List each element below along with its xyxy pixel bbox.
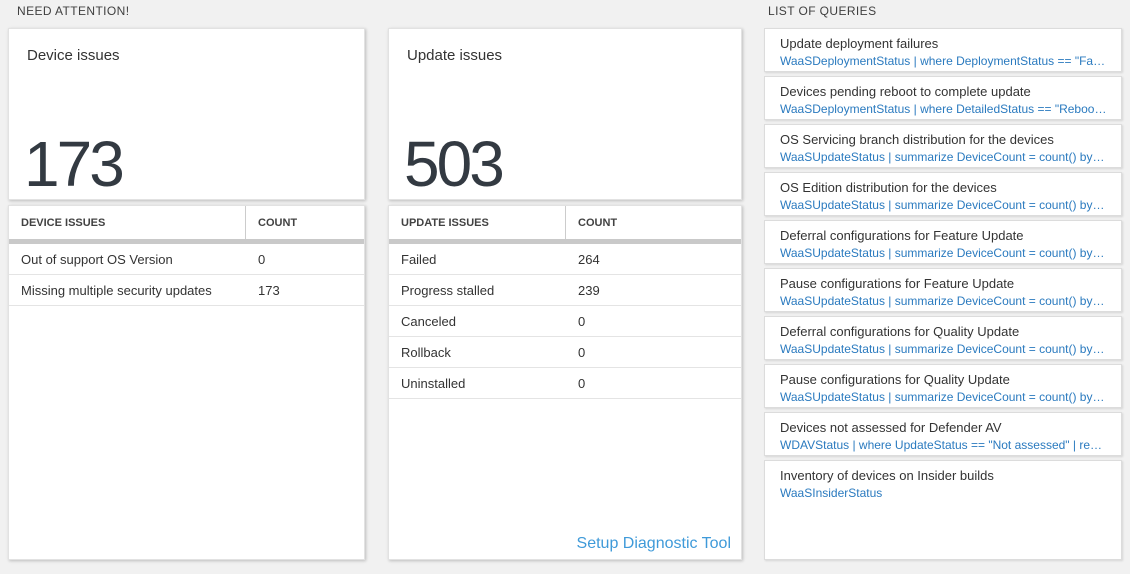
issue-name-cell: Rollback bbox=[401, 344, 451, 360]
update-issues-big-number: 503 bbox=[404, 128, 505, 200]
query-item[interactable]: OS Servicing branch distribution for the… bbox=[764, 124, 1122, 168]
query-item[interactable]: Deferral configurations for Feature Upda… bbox=[764, 220, 1122, 264]
device-issues-tile-title: Device issues bbox=[27, 47, 120, 64]
device-issues-table-header-row: DEVICE ISSUES COUNT bbox=[9, 206, 364, 239]
update-issues-tile[interactable]: Update issues 503 bbox=[388, 28, 742, 200]
query-title: Devices not assessed for Defender AV bbox=[780, 420, 1002, 435]
table-row[interactable]: Progress stalled 239 bbox=[389, 275, 741, 306]
issue-count-cell: 0 bbox=[578, 313, 586, 329]
query-code-link[interactable]: WaaSUpdateStatus | summarize DeviceCount… bbox=[780, 150, 1107, 164]
update-issues-column-header[interactable]: UPDATE ISSUES bbox=[389, 206, 566, 239]
query-item[interactable]: Devices pending reboot to complete updat… bbox=[764, 76, 1122, 120]
query-code-link[interactable]: WaaSInsiderStatus bbox=[780, 486, 883, 500]
need-attention-section-header: NEED ATTENTION! bbox=[17, 4, 130, 18]
issue-name-cell: Progress stalled bbox=[401, 282, 495, 298]
issue-name-cell: Failed bbox=[401, 251, 437, 267]
issue-count-cell: 0 bbox=[578, 344, 586, 360]
query-item[interactable]: Devices not assessed for Defender AV WDA… bbox=[764, 412, 1122, 456]
query-title: OS Edition distribution for the devices bbox=[780, 180, 997, 195]
table-row[interactable]: Missing multiple security updates 173 bbox=[9, 275, 364, 306]
issue-count-cell: 239 bbox=[578, 282, 600, 298]
query-code-link[interactable]: WaaSUpdateStatus | summarize DeviceCount… bbox=[780, 390, 1107, 404]
query-list: Update deployment failures WaaSDeploymen… bbox=[764, 28, 1122, 560]
query-code-link[interactable]: WaaSDeploymentStatus | where DetailedSta… bbox=[780, 102, 1107, 116]
update-issues-table-panel: UPDATE ISSUES COUNT Failed 264 Progress … bbox=[388, 205, 742, 560]
query-title: Pause configurations for Quality Update bbox=[780, 372, 1010, 387]
count-column-header[interactable]: COUNT bbox=[578, 216, 618, 229]
table-row[interactable]: Out of support OS Version 0 bbox=[9, 244, 364, 275]
issue-name-cell: Out of support OS Version bbox=[21, 251, 173, 267]
query-title: Update deployment failures bbox=[780, 36, 939, 51]
device-issues-column-header[interactable]: DEVICE ISSUES bbox=[9, 206, 246, 239]
query-code-link[interactable]: WaaSUpdateStatus | summarize DeviceCount… bbox=[780, 294, 1107, 308]
query-title: Devices pending reboot to complete updat… bbox=[780, 84, 1031, 99]
issue-name-cell: Missing multiple security updates bbox=[21, 282, 212, 298]
table-row[interactable]: Canceled 0 bbox=[389, 306, 741, 337]
issue-count-cell: 264 bbox=[578, 251, 600, 267]
query-title: Pause configurations for Feature Update bbox=[780, 276, 1015, 291]
table-header-divider-bar bbox=[389, 239, 741, 244]
table-row[interactable]: Rollback 0 bbox=[389, 337, 741, 368]
query-item[interactable]: Pause configurations for Quality Update … bbox=[764, 364, 1122, 408]
table-row[interactable]: Uninstalled 0 bbox=[389, 368, 741, 399]
query-code-link[interactable]: WaaSUpdateStatus | summarize DeviceCount… bbox=[780, 246, 1107, 260]
query-title: Inventory of devices on Insider builds bbox=[780, 468, 994, 483]
device-issues-tile[interactable]: Device issues 173 bbox=[8, 28, 365, 200]
issue-name-cell: Uninstalled bbox=[401, 375, 466, 391]
query-item[interactable]: Update deployment failures WaaSDeploymen… bbox=[764, 28, 1122, 72]
issue-count-cell: 0 bbox=[578, 375, 586, 391]
query-title: OS Servicing branch distribution for the… bbox=[780, 132, 1054, 147]
device-issues-table-panel: DEVICE ISSUES COUNT Out of support OS Ve… bbox=[8, 205, 365, 560]
query-item[interactable]: Deferral configurations for Quality Upda… bbox=[764, 316, 1122, 360]
device-issues-big-number: 173 bbox=[24, 128, 125, 200]
table-row[interactable]: Failed 264 bbox=[389, 244, 741, 275]
update-issues-tile-title: Update issues bbox=[407, 47, 503, 64]
issue-count-cell: 0 bbox=[258, 251, 266, 267]
query-item[interactable]: Pause configurations for Feature Update … bbox=[764, 268, 1122, 312]
query-item[interactable]: Inventory of devices on Insider builds W… bbox=[764, 460, 1122, 560]
query-code-link[interactable]: WaaSDeploymentStatus | where DeploymentS… bbox=[780, 54, 1107, 68]
count-column-header[interactable]: COUNT bbox=[258, 216, 298, 229]
query-code-link[interactable]: WaaSUpdateStatus | summarize DeviceCount… bbox=[780, 198, 1107, 212]
setup-diagnostic-tool-link[interactable]: Setup Diagnostic Tool bbox=[576, 535, 731, 552]
update-issues-table-header-row: UPDATE ISSUES COUNT bbox=[389, 206, 741, 239]
issue-name-cell: Canceled bbox=[401, 313, 456, 329]
query-code-link[interactable]: WDAVStatus | where UpdateStatus == "Not … bbox=[780, 438, 1107, 452]
query-title: Deferral configurations for Quality Upda… bbox=[780, 324, 1020, 339]
issue-count-cell: 173 bbox=[258, 282, 280, 298]
query-item[interactable]: OS Edition distribution for the devices … bbox=[764, 172, 1122, 216]
table-header-divider-bar bbox=[9, 239, 364, 244]
query-code-link[interactable]: WaaSUpdateStatus | summarize DeviceCount… bbox=[780, 342, 1107, 356]
query-title: Deferral configurations for Feature Upda… bbox=[780, 228, 1024, 243]
list-of-queries-section-header: LIST OF QUERIES bbox=[768, 4, 877, 18]
